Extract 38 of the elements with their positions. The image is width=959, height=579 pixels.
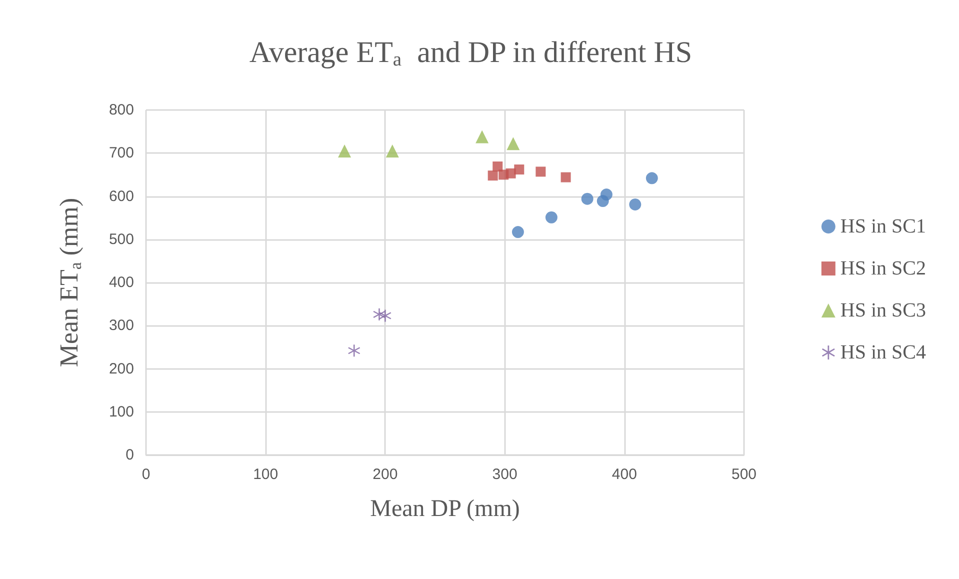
point <box>476 130 489 144</box>
y-tick-label: 500 <box>108 230 134 248</box>
point <box>646 172 658 184</box>
legend-label: HS in SC3 <box>840 300 926 322</box>
y-tick-label: 600 <box>108 188 134 205</box>
point <box>514 164 524 175</box>
y-tick-label: 400 <box>108 274 134 291</box>
point <box>629 198 642 210</box>
legend-label: HS in SC2 <box>840 258 926 280</box>
x-axis-title: Mean DP (mm) <box>370 496 520 522</box>
y-tick-label: 100 <box>108 403 134 420</box>
point <box>545 211 558 224</box>
point <box>581 192 594 205</box>
point <box>506 137 520 150</box>
legend-label: HS in SC4 <box>840 342 926 364</box>
y-axis-title: Mean ETa (mm) <box>54 198 85 368</box>
x-tick-label: 200 <box>372 466 398 483</box>
y-tick-label: 300 <box>108 317 134 334</box>
point <box>512 226 524 238</box>
x-tick-label: 500 <box>731 466 757 483</box>
x-tick-label: 300 <box>492 466 518 483</box>
y-tick-label: 800 <box>108 102 134 118</box>
point <box>386 144 399 158</box>
x-tick-label: 100 <box>253 466 278 483</box>
x-tick-label: 0 <box>142 466 150 483</box>
x-tick-label: 400 <box>612 466 637 483</box>
point <box>348 344 360 357</box>
point <box>338 144 352 158</box>
y-tick-label: 0 <box>126 446 134 464</box>
y-tick-label: 200 <box>108 360 134 378</box>
point <box>600 188 612 201</box>
point <box>492 161 503 172</box>
legend-label: HS in SC1 <box>840 216 926 238</box>
point <box>488 170 498 181</box>
y-tick-label: 700 <box>108 144 134 162</box>
point <box>379 310 392 322</box>
point <box>536 166 546 177</box>
point <box>560 172 571 182</box>
